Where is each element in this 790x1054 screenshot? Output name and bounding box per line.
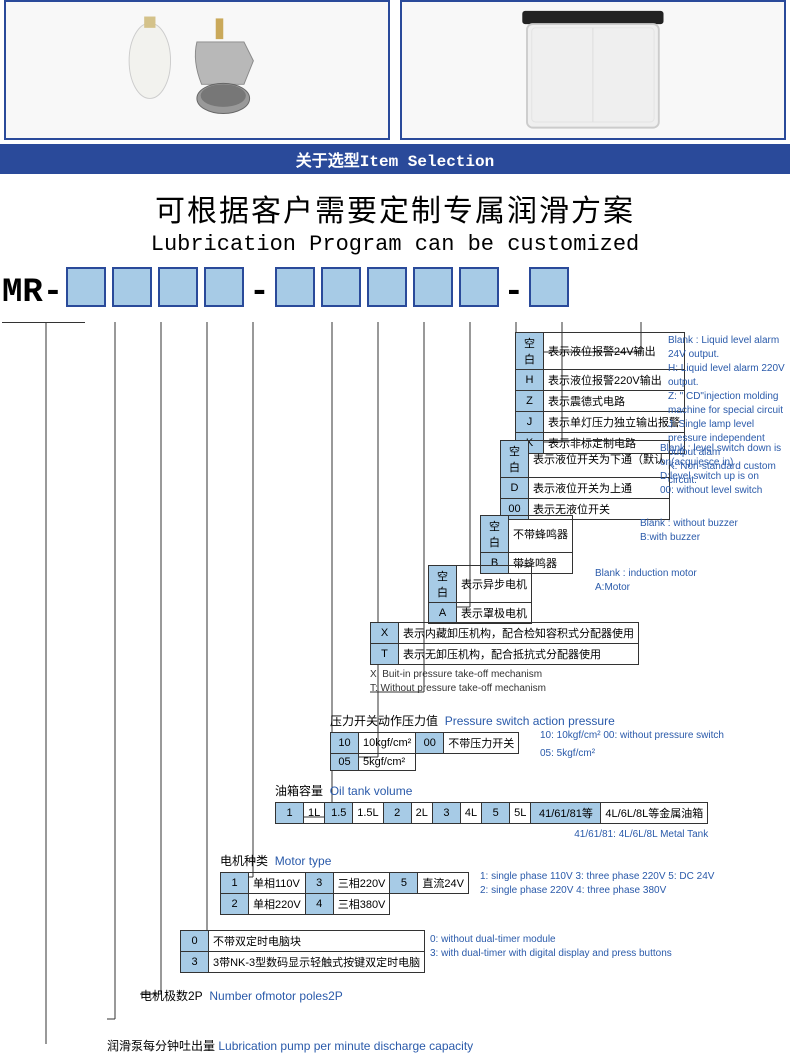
headline-cn: 可根据客户需要定制专属润滑方案 (0, 186, 790, 230)
table-motor2: 空白表示异步电机 A表示罩极电机 (428, 565, 532, 624)
selector-diagram: 空白表示液位报警24V输出 H表示液位报警220V输出 Z表示震德式电路 J表示… (0, 322, 790, 1052)
product-illustration-filter (25, 9, 369, 131)
table-alarm: 空白表示液位报警24V输出 H表示液位报警220V输出 Z表示震德式电路 J表示… (515, 332, 685, 454)
selector-box (66, 267, 106, 307)
enlist-pressure: 10: 10kgf/cm² 00: without pressure switc… (540, 729, 724, 761)
label-discharge: 润滑泵每分钟吐出量 Lubrication pump per minute di… (107, 1037, 473, 1054)
selector-box (275, 267, 315, 307)
section-bar: 关于选型Item Selection (0, 144, 790, 174)
table-tank: 11L 1.51.5L 22L 34L 55L 41/61/81等4L/6L/8… (275, 802, 708, 824)
group-motor: 电机种类 Motor type 1单相110V 3三相220V 5直流24V 2… (220, 852, 469, 915)
selector-box (367, 267, 407, 307)
table-pressure: 1010kgf/cm² 00不带压力开关 055kgf/cm² (330, 732, 519, 771)
enlist-motor2: Blank : induction motor A:Motor (595, 567, 697, 595)
product-box-left (4, 0, 390, 140)
selector-box (413, 267, 453, 307)
prefix: MR- (2, 274, 63, 312)
selector-box (321, 267, 361, 307)
table-timer: 0不带双定时电脑块 33带NK-3型数码显示轻触式按键双定时电脑 (180, 930, 425, 973)
table-motor: 1单相110V 3三相220V 5直流24V 2单相220V 4三相380V (220, 872, 469, 915)
selector-box (112, 267, 152, 307)
enlist-buzzer: Blank : without buzzer B:with buzzer (640, 517, 738, 545)
model-selector-row: MR- - - (0, 257, 790, 322)
table-relief: X表示内藏卸压机构，配合检知容积式分配器使用 T表示无卸压机构，配合抵抗式分配器… (370, 622, 639, 665)
dash: - (249, 274, 269, 312)
group-level: 空白表示液位开关为下通（默认 D表示液位开关为上通 00表示无液位开关 (500, 440, 670, 520)
label-poles: 电机极数2P Number ofmotor poles2P (140, 987, 343, 1004)
table-level: 空白表示液位开关为下通（默认 D表示液位开关为上通 00表示无液位开关 (500, 440, 670, 520)
notes-relief: X: Buit-in pressure take-off mechanism T… (370, 668, 639, 695)
selector-box (204, 267, 244, 307)
enlist-level: Blank : level switch down is on(acquiesc… (660, 442, 788, 498)
product-image-row (0, 0, 790, 140)
selector-box (158, 267, 198, 307)
group-alarm: 空白表示液位报警24V输出 H表示液位报警220V输出 Z表示震德式电路 J表示… (515, 332, 685, 454)
headline-en: Lubrication Program can be customized (0, 232, 790, 257)
group-relief: X表示内藏卸压机构，配合检知容积式分配器使用 T表示无卸压机构，配合抵抗式分配器… (370, 622, 639, 695)
selector-box (459, 267, 499, 307)
selector-box (529, 267, 569, 307)
product-box-right (400, 0, 786, 140)
enlist-timer: 0: without dual-timer module 3: with dua… (430, 933, 672, 961)
group-timer: 0不带双定时电脑块 33带NK-3型数码显示轻触式按键双定时电脑 (180, 930, 425, 973)
product-illustration-tank (421, 9, 765, 131)
enlist-motor: 1: single phase 110V 3: three phase 220V… (480, 870, 714, 898)
dash: - (504, 274, 524, 312)
group-tank: 油箱容量 Oil tank volume 11L 1.51.5L 22L 34L… (275, 782, 708, 842)
group-motor2: 空白表示异步电机 A表示罩极电机 (428, 565, 532, 624)
